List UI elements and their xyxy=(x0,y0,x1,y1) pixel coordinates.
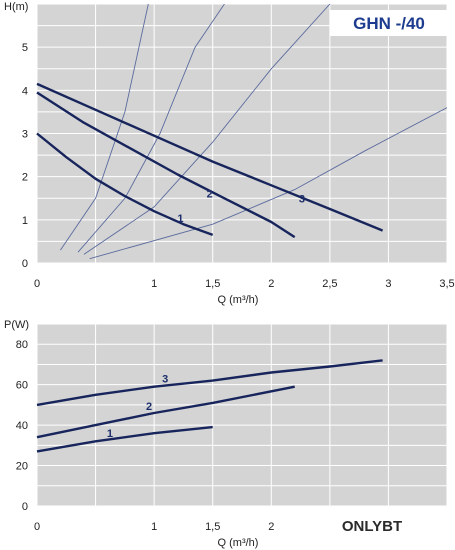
y-tick-label: 0 xyxy=(22,501,28,513)
power-chart: 0 1 1,5 2 2 3 0 20 40 60 80 1 2 3 P(W) Q (m³/h) ONLY… xyxy=(4,319,448,549)
x-tick-label: 1 xyxy=(151,521,157,533)
head-chart-curve-labels: 1 2 3 xyxy=(177,188,305,225)
x-tick-label: 3,5 xyxy=(439,278,454,290)
y-tick-label: 80 xyxy=(16,339,28,351)
chart-title: GHN -/40 xyxy=(353,14,425,33)
y-tick-label: 2 xyxy=(22,172,28,184)
system-curve xyxy=(60,4,149,251)
curve-speed-2 xyxy=(36,91,296,239)
curve-speed-2 xyxy=(36,385,295,439)
x-tick-label: 0 xyxy=(34,278,40,290)
head-axis-title: H(m) xyxy=(4,1,28,13)
curve-speed-3 xyxy=(36,82,384,232)
y-tick-label: 3 xyxy=(22,129,28,141)
x-tick-label: 1,5 xyxy=(205,521,220,533)
y-tick-label: 40 xyxy=(16,420,28,432)
chart-title-background xyxy=(330,10,448,36)
curve-label-1: 1 xyxy=(107,428,113,440)
x-tick-label: 1,5 xyxy=(205,278,220,290)
curve-label-2: 2 xyxy=(207,188,213,200)
x-tick-label: 2 xyxy=(268,278,274,290)
curve-label-1: 1 xyxy=(177,213,183,225)
head-chart-series xyxy=(36,82,384,239)
y-tick-label: 4 xyxy=(22,85,28,97)
power-chart-plot-area xyxy=(37,324,447,506)
y-tick-label: 1 xyxy=(22,215,28,227)
power-chart-grid xyxy=(36,323,448,507)
watermark-logo: ONLYBT xyxy=(342,518,402,535)
curve-label-3: 3 xyxy=(299,193,305,205)
curve-speed-3 xyxy=(36,359,383,407)
x-tick-label: 1 xyxy=(151,278,157,290)
curve-label-2: 2 xyxy=(146,401,152,413)
y-tick-label: 60 xyxy=(16,380,28,392)
head-chart-ticks: 0 1 1,5 2 2,5 3 3,5 0 1 2 3 4 5 xyxy=(22,42,455,290)
head-chart-system-curves xyxy=(60,4,447,260)
y-tick-label: 20 xyxy=(16,461,28,473)
curve-speed-1 xyxy=(36,425,213,453)
x-tick-label: 3 xyxy=(385,278,391,290)
system-curve xyxy=(77,4,225,253)
curve-speed-1 xyxy=(36,132,214,237)
power-chart-ticks: 0 1 1,5 2 2 3 0 20 40 60 80 xyxy=(16,339,392,533)
x-tick-label: 2 xyxy=(268,521,274,533)
y-tick-label: 5 xyxy=(22,42,28,54)
x-tick-label: 0 xyxy=(34,521,40,533)
flow-axis-title-top: Q (m³/h) xyxy=(218,294,259,306)
power-chart-series xyxy=(36,359,383,453)
curve-label-3: 3 xyxy=(162,374,168,386)
system-curve xyxy=(89,107,447,260)
power-chart-curve-labels: 1 2 3 xyxy=(107,374,168,441)
watermark-background xyxy=(318,513,442,537)
x-tick-label: 2,5 xyxy=(322,278,337,290)
power-axis-title: P(W) xyxy=(4,319,29,331)
head-chart: 0 1 1,5 2 2,5 3 3,5 0 1 2 3 4 5 1 2 3 GHN -/40 H(m) Q … xyxy=(4,1,455,306)
y-tick-label: 0 xyxy=(22,258,28,270)
flow-axis-title-bottom: Q (m³/h) xyxy=(218,537,259,549)
system-curve xyxy=(83,4,331,255)
